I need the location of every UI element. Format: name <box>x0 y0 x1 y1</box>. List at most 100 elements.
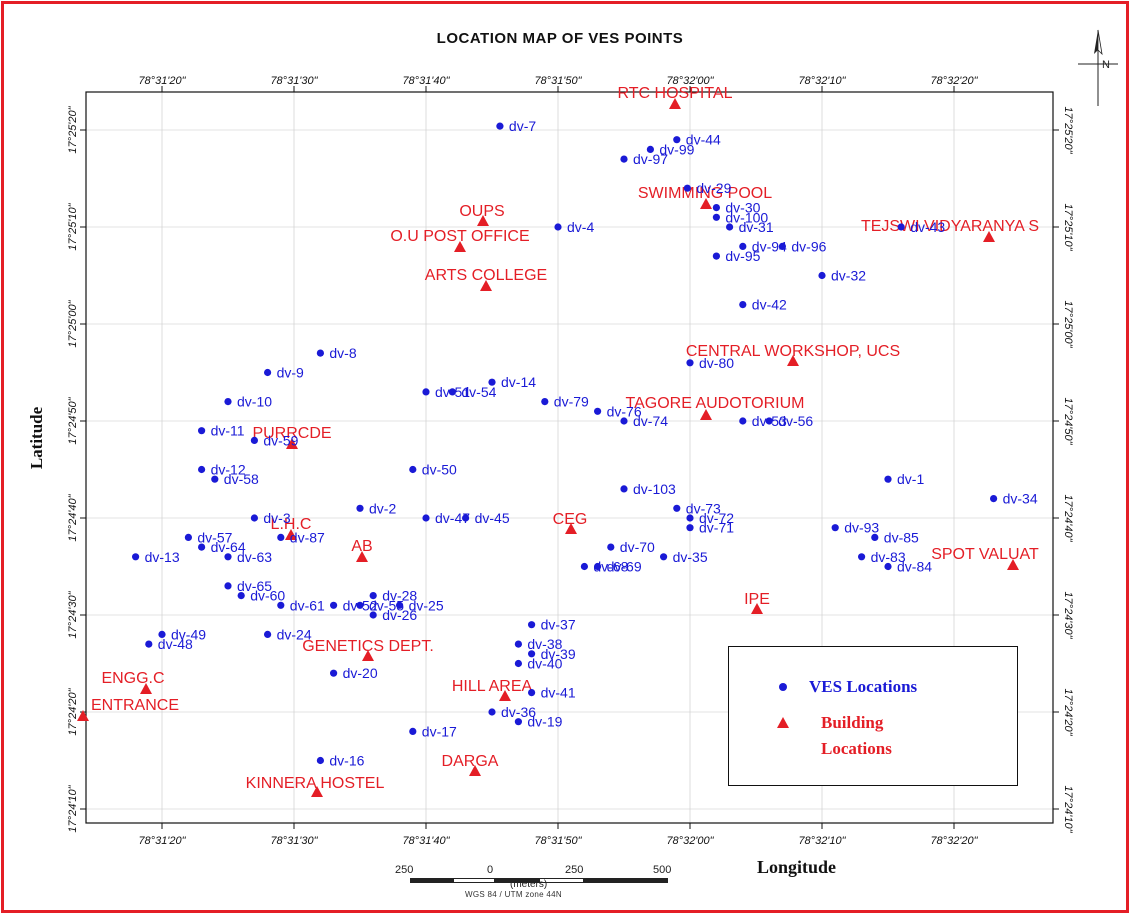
ves-point-dv-13 <box>132 553 140 561</box>
ves-point-dv-85 <box>871 533 879 542</box>
ves-label-dv-30: dv-30 <box>725 200 760 216</box>
ves-point-dv-52 <box>330 601 338 609</box>
ves-point-dv-79 <box>541 398 549 406</box>
ves-point-dv-55 <box>356 601 364 609</box>
ves-point-dv-2 <box>356 504 364 512</box>
ves-point-dv-60 <box>237 592 245 600</box>
ves-point-dv-61 <box>277 601 285 609</box>
ves-point-dv-48 <box>145 640 153 648</box>
ves-label-dv-3: dv-3 <box>263 510 290 526</box>
ves-label-dv-70: dv-70 <box>620 539 655 555</box>
ves-label-dv-94: dv-94 <box>752 238 787 254</box>
building-marker-l-h-c <box>285 529 297 540</box>
building-marker-ab <box>356 551 368 562</box>
north-arrow: N <box>1076 26 1120 110</box>
ves-point-dv-51 <box>422 388 430 396</box>
longitude-axis-label: Longitude <box>757 857 837 877</box>
building-label-engg-c: ENGG.C <box>101 670 164 687</box>
lon-tick-label-bottom: 78°32'20" <box>930 835 978 847</box>
lon-tick-label-bottom: 78°32'10" <box>798 835 846 847</box>
ves-label-dv-25: dv-25 <box>409 597 444 613</box>
ves-label-dv-55: dv-55 <box>369 597 404 613</box>
lat-tick-label-left: 17°24'30" <box>67 590 79 638</box>
lat-tick-label-right: 17°25'00" <box>1062 300 1074 348</box>
ves-point-dv-10 <box>224 398 232 406</box>
ves-label-dv-7: dv-7 <box>509 118 536 134</box>
building-marker-arts-college <box>480 280 492 291</box>
ves-point-dv-95 <box>712 252 721 260</box>
ves-label-dv-14: dv-14 <box>501 374 536 390</box>
ves-point-dv-40 <box>514 659 523 668</box>
ves-point-dv-25 <box>396 601 404 609</box>
ves-point-dv-8 <box>316 349 324 357</box>
lon-tick-label-top: 78°31'50" <box>534 75 582 87</box>
ves-label-dv-60: dv-60 <box>250 588 285 604</box>
lat-tick-label-left: 17°24'50" <box>67 396 79 444</box>
lat-tick-label-left: 17°24'20" <box>67 687 79 735</box>
scale-projection: WGS 84 / UTM zone 44N <box>465 890 562 899</box>
ves-label-dv-41: dv-41 <box>541 685 576 701</box>
ves-point-dv-56 <box>765 417 773 425</box>
building-layer: RTC HOSPITAL SWIMMING POOL OUPS O.U POST OF… <box>77 85 1039 797</box>
ves-label-dv-59: dv-59 <box>263 432 298 448</box>
ves-label-dv-1: dv-1 <box>897 471 924 487</box>
ves-point-dv-59 <box>250 436 258 444</box>
scale-segment <box>454 879 494 882</box>
building-marker-hill-area <box>499 690 511 701</box>
building-label-tagore-audotorium: TAGORE AUDOTORIUM <box>626 395 805 412</box>
scale-tick-3: 500 <box>653 864 672 876</box>
ves-point-dv-73 <box>673 504 681 512</box>
ves-point-dv-34 <box>990 495 998 503</box>
ves-point-dv-97 <box>620 155 628 163</box>
ves-label-dv-85: dv-85 <box>884 529 919 545</box>
lat-tick-label-left: 17°24'10" <box>67 784 79 832</box>
ves-point-dv-64 <box>198 543 206 551</box>
lat-tick-label-right: 17°24'10" <box>1062 785 1074 833</box>
ves-label-dv-19: dv-19 <box>527 714 562 730</box>
lon-tick-label-top: 78°31'20" <box>138 75 186 87</box>
building-label-arts-college: ARTS COLLEGE <box>425 267 547 284</box>
ves-label-dv-96: dv-96 <box>791 238 826 254</box>
ves-label-dv-100: dv-100 <box>725 209 768 225</box>
ves-point-dv-3 <box>250 514 258 522</box>
ves-point-dv-42 <box>739 301 747 309</box>
scale-tick-0: 250 <box>395 864 414 876</box>
building-label-o-u-post-office: O.U POST OFFICE <box>390 228 529 245</box>
ves-label-dv-71: dv-71 <box>699 520 734 536</box>
ves-label-dv-26: dv-26 <box>382 607 417 623</box>
ves-label-dv-95: dv-95 <box>725 248 760 264</box>
building-marker-rtc-hospital <box>669 98 681 109</box>
tick-labels: 78°31'20" 78°31'20" 78°31'30" 78°31'30" 78°3… <box>67 75 1074 847</box>
building-label-spot-valuat: SPOT VALUAT <box>931 546 1039 563</box>
ves-label-dv-36: dv-36 <box>501 704 536 720</box>
north-arrow-letter: N <box>1102 59 1110 71</box>
building-label-darga: DARGA <box>442 753 499 770</box>
building-label-entrance: ENTRANCE <box>91 697 179 714</box>
ves-label-dv-57: dv-57 <box>197 529 232 545</box>
ves-label-dv-45: dv-45 <box>475 510 510 526</box>
ves-label-dv-13: dv-13 <box>145 549 180 565</box>
ves-point-dv-100 <box>712 213 721 221</box>
ves-label-dv-40: dv-40 <box>527 656 562 672</box>
lon-tick-label-top: 78°32'00" <box>666 75 714 87</box>
ves-point-dv-49 <box>158 630 166 639</box>
lon-tick-label-top: 78°31'30" <box>270 75 318 87</box>
building-marker-oups <box>477 215 489 226</box>
lon-tick-label-top: 78°31'40" <box>402 75 450 87</box>
building-marker-darga <box>469 765 481 776</box>
building-label-tejswi-vidyaranya-s: TEJSWI VIDYARANYA S <box>861 218 1039 235</box>
building-label-purrcde: PURRCDE <box>252 425 331 442</box>
ves-label-dv-8: dv-8 <box>329 345 356 361</box>
scale-unit: (meters) <box>510 879 548 890</box>
ves-point-dv-74 <box>620 417 628 425</box>
ves-label-dv-93: dv-93 <box>844 520 879 536</box>
building-label-genetics-dept-: GENETICS DEPT. <box>302 638 434 655</box>
scale-segment <box>540 879 583 882</box>
ves-label-dv-50: dv-50 <box>422 462 457 478</box>
lat-tick-label-left: 17°25'00" <box>67 299 79 347</box>
ves-point-dv-76 <box>594 407 602 415</box>
ves-label-dv-56: dv-56 <box>778 413 813 429</box>
north-arrow-icon: N <box>1078 29 1118 106</box>
ves-label-dv-16: dv-16 <box>329 753 364 769</box>
